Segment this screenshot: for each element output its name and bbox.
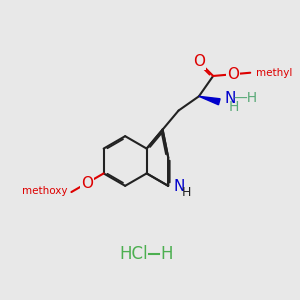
Text: N: N [173,179,184,194]
Text: O: O [227,67,239,82]
Text: methoxy: methoxy [22,187,67,196]
Polygon shape [199,96,220,105]
Text: —H: —H [233,92,257,105]
Text: O: O [81,176,93,190]
Text: H: H [161,245,173,263]
Text: HCl: HCl [120,245,148,263]
Text: methyl: methyl [256,68,293,78]
Text: H: H [228,100,239,114]
Text: H: H [182,185,191,199]
Text: N: N [224,92,236,106]
Text: O: O [193,54,205,69]
